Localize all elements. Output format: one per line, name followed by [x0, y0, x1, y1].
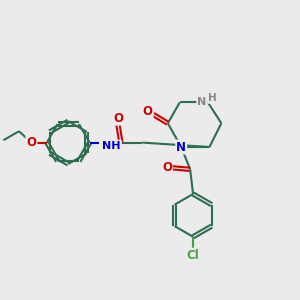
Text: N: N	[176, 140, 186, 154]
Text: NH: NH	[102, 140, 121, 151]
Text: O: O	[162, 161, 172, 174]
Text: O: O	[142, 105, 153, 118]
Text: N: N	[197, 97, 206, 106]
Text: O: O	[113, 112, 123, 125]
Text: Cl: Cl	[187, 249, 200, 262]
Text: H: H	[208, 93, 217, 103]
Text: O: O	[26, 136, 36, 149]
